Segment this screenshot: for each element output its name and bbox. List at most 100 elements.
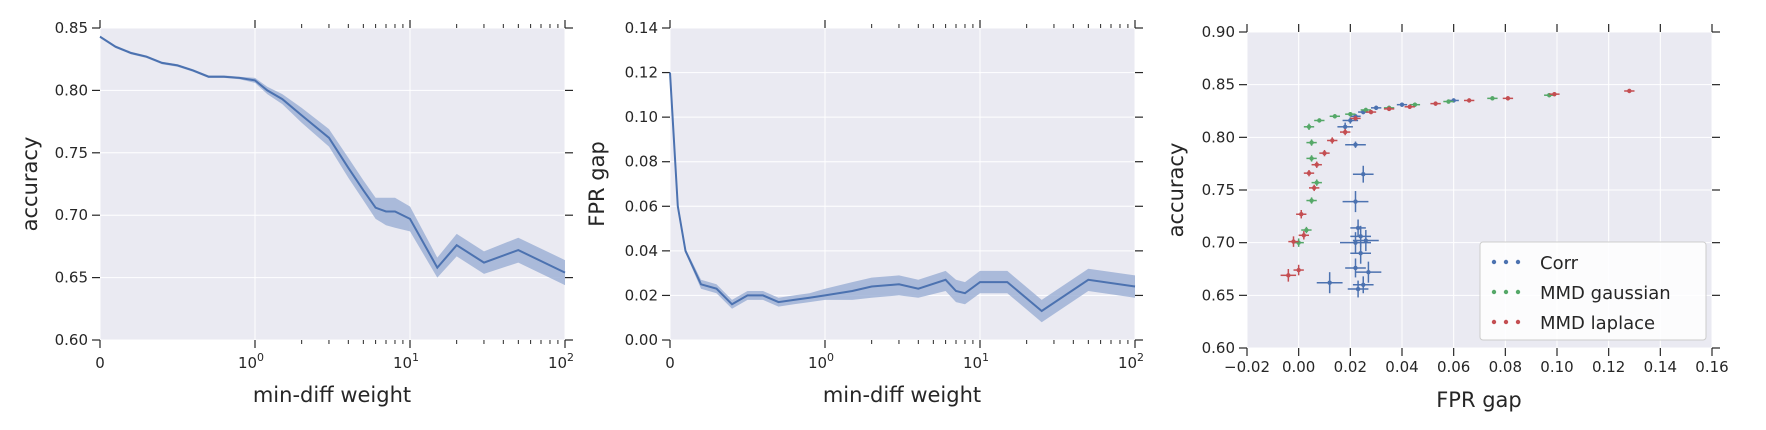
mmd-laplace-point <box>1322 150 1327 156</box>
fpr-gap-vs-min-diff-weight-panel: FPR gap min-diff weight 0.00 0.02 0.04 0.06… <box>585 19 1144 407</box>
mmd-laplace-legend-marker <box>1503 319 1509 325</box>
y-axis-label: accuracy <box>1164 143 1188 238</box>
mmd-gaussian-point <box>1306 124 1312 129</box>
mmd-laplace-point <box>1627 88 1632 94</box>
mmd-gaussian-legend-marker <box>1515 289 1521 295</box>
corr-point <box>1361 282 1366 287</box>
mmd-laplace-point <box>1291 239 1296 244</box>
y-tick-label: 0.70 <box>55 206 88 224</box>
mmd-gaussian-legend-marker <box>1503 289 1509 295</box>
mmd-laplace-point <box>1342 129 1348 135</box>
corr-point <box>1353 240 1358 245</box>
y-tick-label: 0.60 <box>55 331 88 349</box>
mmd-laplace-point <box>1433 101 1438 106</box>
corr-point <box>1327 280 1332 285</box>
x-axis-label: min-diff weight <box>823 383 981 407</box>
corr-point <box>1399 102 1405 107</box>
accuracy-vs-min-diff-weight-panel: accuracy min-diff weight 0.60 0.65 0.70 0.7… <box>18 19 574 407</box>
series-line <box>99 35 566 274</box>
x-tick-label: 0 <box>665 354 675 372</box>
mmd-laplace-point <box>1314 162 1319 167</box>
mmd-laplace-point <box>1407 104 1412 109</box>
legend: Corr MMD gaussian MMD laplace <box>1479 241 1707 341</box>
x-tick-label: 0.02 <box>1334 358 1367 376</box>
corr-point <box>1366 269 1371 275</box>
corr-legend-marker <box>1515 259 1521 265</box>
mmd-gaussian-point <box>1446 99 1451 104</box>
y-tick-label: 0.85 <box>1202 76 1235 94</box>
y-tick-label: 0.12 <box>625 64 658 82</box>
x-tick-label: 0.06 <box>1437 358 1470 376</box>
x-tick-label: −0.02 <box>1224 358 1270 376</box>
mmd-gaussian-point <box>1332 114 1338 119</box>
tick-marks <box>92 20 573 348</box>
y-tick-label: 0.08 <box>625 153 658 171</box>
mmd-laplace-point <box>1286 273 1291 278</box>
x-tick-label: 100 <box>808 351 834 372</box>
y-tick-label: 0.65 <box>55 269 88 287</box>
mmd-gaussian-point <box>1348 111 1353 117</box>
y-tick-label: 0.00 <box>625 331 658 349</box>
mmd-gaussian-point <box>1412 102 1418 107</box>
mmd-gaussian-point <box>1309 156 1314 161</box>
y-tick-label: 0.80 <box>55 81 88 99</box>
x-tick-label: 100 <box>238 351 264 372</box>
series-line <box>669 72 1136 313</box>
corr-point <box>1342 124 1348 129</box>
mmd-laplace-legend-marker <box>1515 319 1521 325</box>
x-tick-label: 0.04 <box>1385 358 1418 376</box>
corr-point <box>1358 234 1363 239</box>
corr-point <box>1358 251 1363 256</box>
y-tick-label: 0.02 <box>625 286 658 304</box>
mmd-laplace-point <box>1368 109 1374 115</box>
y-tick-label: 0.85 <box>55 19 88 37</box>
mmd-gaussian-point <box>1363 107 1369 113</box>
y-tick-label: 0.75 <box>55 144 88 162</box>
mmd-laplace-point <box>1299 212 1304 217</box>
x-tick-label: 0.10 <box>1540 358 1573 376</box>
x-tick-label: 0.00 <box>1282 358 1315 376</box>
mmd-laplace-point <box>1311 185 1317 191</box>
legend-box <box>1479 241 1707 341</box>
corr-point <box>1361 172 1366 177</box>
mmd-gaussian-point <box>1317 118 1322 123</box>
mmd-gaussian-legend-marker <box>1491 289 1497 295</box>
mmd-gaussian-point <box>1304 227 1309 233</box>
mmd-laplace-point <box>1306 170 1312 176</box>
y-tick-label: 0.14 <box>625 19 658 37</box>
y-tick-label: 0.70 <box>1202 234 1235 252</box>
y-tick-label: 0.04 <box>625 242 658 260</box>
x-tick-label: 0.16 <box>1695 358 1728 376</box>
x-tick-label: 0.12 <box>1592 358 1625 376</box>
mmd-laplace-point <box>1386 106 1392 112</box>
tick-marks <box>1239 24 1720 356</box>
mmd-gaussian-point <box>1309 140 1314 145</box>
x-tick-label: 102 <box>548 351 574 372</box>
mmd-laplace-point <box>1296 267 1301 273</box>
mmd-laplace-point <box>1353 116 1358 121</box>
mmd-gaussian-point <box>1490 96 1495 101</box>
y-tick-label: 0.80 <box>1202 128 1235 146</box>
confidence-band <box>100 35 565 286</box>
mmd-laplace-legend-label: MMD laplace <box>1540 313 1655 334</box>
mmd-laplace-point <box>1330 138 1335 143</box>
y-tick-label: 0.75 <box>1202 181 1235 199</box>
y-tick-label: 0.06 <box>625 197 658 215</box>
x-tick-label: 0.14 <box>1644 358 1677 376</box>
grid-lines <box>1246 31 1713 349</box>
corr-legend-marker <box>1503 259 1509 265</box>
corr-legend-label: Corr <box>1540 253 1579 274</box>
y-tick-label: 0.60 <box>1202 339 1235 357</box>
x-tick-label: 101 <box>963 351 989 372</box>
mmd-laplace-legend-marker <box>1491 319 1497 325</box>
corr-point <box>1373 105 1379 111</box>
mmd-laplace-point <box>1505 96 1511 101</box>
x-tick-label: 0 <box>95 354 105 372</box>
corr-point <box>1355 225 1361 231</box>
corr-point <box>1355 286 1361 292</box>
x-tick-label: 101 <box>393 351 419 372</box>
y-axis-label: FPR gap <box>585 141 609 227</box>
accuracy-vs-fpr-gap-panel: accuracy FPR gap 0.60 0.65 0.70 0.75 0.80 0.8… <box>1164 23 1729 412</box>
y-tick-label: 0.65 <box>1202 286 1235 304</box>
